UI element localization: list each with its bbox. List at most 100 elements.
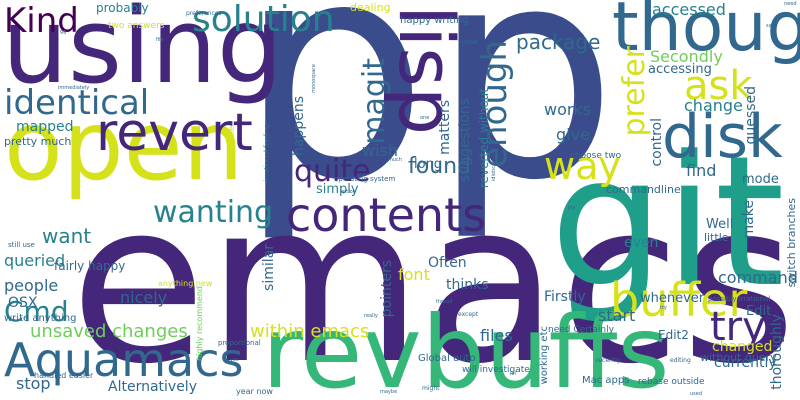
- word-monospace: monospace: [311, 64, 317, 93]
- word-way: way: [544, 144, 621, 188]
- word-ask: ask: [684, 63, 753, 109]
- word-gg: gg: [60, 29, 67, 35]
- word-quite: quite: [294, 154, 371, 189]
- word-lisp: lisp: [382, 5, 471, 136]
- word-guessed: guessed: [743, 86, 759, 145]
- word-recently: recently: [596, 357, 621, 364]
- word-even: even: [624, 235, 659, 251]
- word-great: great: [462, 39, 478, 46]
- word-file: file: [156, 37, 164, 43]
- word-two-answers: two answers: [108, 21, 165, 31]
- word-choose-two: choose two: [570, 151, 622, 161]
- word-will-investigate: will investigate: [462, 365, 530, 375]
- word-control: control: [649, 118, 665, 167]
- word-suggestions: suggestions: [457, 98, 473, 182]
- word-edit: Edit: [746, 304, 772, 319]
- word-anything-new: anything new: [158, 279, 213, 288]
- word-make: make: [741, 200, 757, 239]
- word-handled-easier: handled easier: [34, 371, 94, 380]
- word-operating-system: operating system: [334, 175, 396, 183]
- word-git: git: [550, 118, 785, 327]
- word-changed: changed: [712, 339, 773, 355]
- word-year-now: year now: [236, 387, 273, 396]
- word-pointers: pointers: [379, 260, 395, 318]
- word-highly-recommend: highly recommend: [195, 286, 204, 361]
- word-revbuffs: revbuffs: [262, 294, 670, 400]
- word-give: give: [556, 125, 590, 144]
- word-magit: magit: [357, 58, 392, 145]
- word-change: change: [684, 96, 743, 115]
- word-fairly-happy: fairly happy: [54, 259, 126, 273]
- word-wish: wish: [362, 141, 399, 160]
- word-lol: lol: [510, 371, 516, 377]
- word-using: using: [2, 0, 283, 107]
- word-files: files: [480, 326, 513, 345]
- word-maybe: maybe: [380, 389, 398, 395]
- word-much: much: [388, 157, 402, 163]
- word-alternatively: Alternatively: [108, 379, 197, 395]
- word-within-emacs: within emacs: [250, 321, 370, 342]
- word-though: though: [612, 0, 800, 67]
- word-aquamacs: Aquamacs: [4, 333, 244, 387]
- word-disk: disk: [662, 102, 783, 172]
- word-need-certainly: need Certainly: [548, 325, 614, 335]
- word-kind: Kind: [4, 1, 79, 41]
- word-unsaved-changes: unsaved changes: [30, 321, 188, 342]
- word-one: one: [420, 115, 430, 121]
- word-commandline: commandline: [606, 183, 681, 196]
- word-dealing: dealing: [350, 1, 391, 14]
- word-mac-apps: Mac apps: [582, 375, 630, 386]
- word-immediately: immediately: [58, 85, 90, 91]
- word-perfectly-fine: perfectly fine: [227, 126, 236, 180]
- word-rebase-outside: rebase outside: [638, 377, 705, 387]
- word-might: might: [422, 385, 440, 392]
- word-people: people: [4, 276, 59, 295]
- word-emacs: emacs: [70, 155, 797, 400]
- word-really: really: [364, 313, 378, 319]
- word-long: long: [414, 157, 443, 172]
- word-joy: joy: [568, 205, 576, 211]
- word-queried: queried: [4, 251, 66, 270]
- word-open: open: [4, 90, 244, 202]
- word-matters: matters: [437, 100, 453, 155]
- word-need: need: [784, 1, 797, 7]
- word-cmd: Cmd: [4, 295, 69, 328]
- word-identical: identical: [4, 83, 150, 123]
- word-without-query: without query: [700, 351, 777, 364]
- word-pretty-much: pretty much: [4, 135, 72, 148]
- word-buffer: buffer: [610, 273, 748, 327]
- word-little: little: [704, 231, 729, 244]
- word-said: said: [766, 23, 777, 29]
- word-probably: probably: [96, 1, 149, 15]
- word-used: used: [690, 391, 703, 397]
- word-preferences: preferences: [186, 10, 222, 17]
- word-package: package: [516, 30, 601, 54]
- word-mode: mode: [742, 172, 779, 187]
- word-simply: simply: [316, 182, 359, 197]
- word-similar: similar: [261, 244, 277, 291]
- word-edit2: Edit2: [658, 328, 689, 342]
- word-osx: OSX: [8, 295, 38, 311]
- word-firstly: Firstly: [544, 289, 586, 305]
- word-yes: yes: [230, 357, 239, 363]
- word-whenever: whenever: [640, 291, 705, 306]
- word-currently: currently: [714, 355, 777, 371]
- word-idiotic: idiotic: [491, 166, 497, 182]
- word-works: works: [544, 100, 592, 119]
- word-wanting: wanting: [153, 195, 274, 230]
- word-write-anything: write anything: [4, 313, 77, 324]
- word-nicely: nicely: [120, 288, 168, 307]
- word-want: want: [42, 224, 92, 248]
- word-prefer: prefer: [617, 46, 652, 137]
- word-stop: stop: [16, 374, 51, 393]
- word-mapped: mapped: [16, 119, 74, 135]
- word-found: found: [408, 154, 472, 179]
- word-still-use: still use: [8, 241, 35, 249]
- word-solution: solution: [192, 0, 335, 40]
- word-proportional: proportional: [218, 339, 261, 347]
- word-option: option: [340, 189, 356, 195]
- word-start: start: [598, 306, 636, 325]
- word-find: find: [686, 161, 717, 180]
- word-p-1: p: [238, 0, 429, 246]
- word-often: Often: [428, 255, 467, 271]
